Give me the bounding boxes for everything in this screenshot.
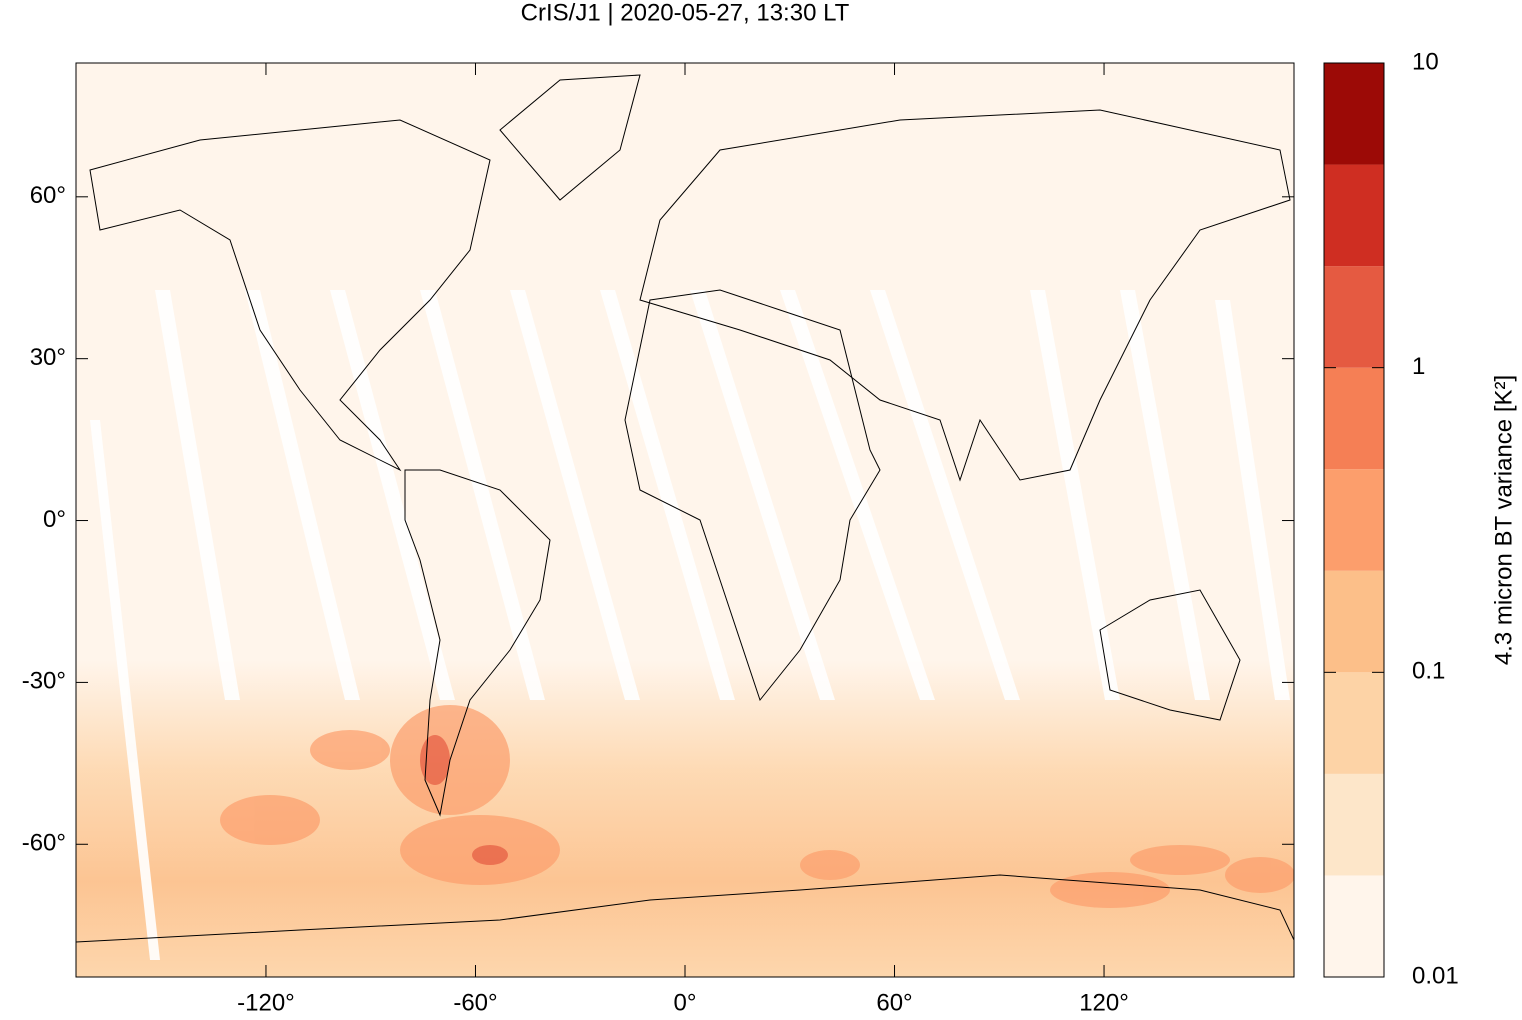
map-field xyxy=(76,63,1294,977)
colorbar-band xyxy=(1324,875,1384,977)
colorbar-band xyxy=(1324,672,1384,774)
colorbar-band xyxy=(1324,773,1384,876)
y-tick-label: -30° xyxy=(22,668,66,695)
colorbar-band xyxy=(1324,469,1384,571)
x-tick-label: 120° xyxy=(1079,989,1129,1016)
colorbar-label: 4.3 micron BT variance [K²] xyxy=(1490,375,1517,665)
x-tick-label: -120° xyxy=(237,989,295,1016)
y-tick-label: 0° xyxy=(43,506,66,533)
colorbar-band xyxy=(1324,266,1384,368)
x-tick-label: -60° xyxy=(453,989,497,1016)
colorbar-frame xyxy=(1323,62,1385,978)
colorbar-band xyxy=(1324,63,1384,165)
colorbar-tick-label: 1 xyxy=(1412,353,1425,380)
colorbar-tick-label: 10 xyxy=(1412,48,1439,75)
y-tick-label: 30° xyxy=(30,344,66,371)
colorbar-tick-label: 0.01 xyxy=(1412,962,1459,989)
colorbar-band xyxy=(1324,164,1384,267)
y-tick-label: -60° xyxy=(22,830,66,857)
y-tick-label: 60° xyxy=(30,182,66,209)
colorbar-band xyxy=(1324,570,1384,673)
x-tick-label: 0° xyxy=(674,989,697,1016)
chart-title: CrIS/J1 | 2020-05-27, 13:30 LT xyxy=(521,0,850,26)
x-tick-label: 60° xyxy=(876,989,912,1016)
colorbar-band xyxy=(1324,367,1384,470)
colorbar-tick-label: 0.1 xyxy=(1412,658,1445,685)
